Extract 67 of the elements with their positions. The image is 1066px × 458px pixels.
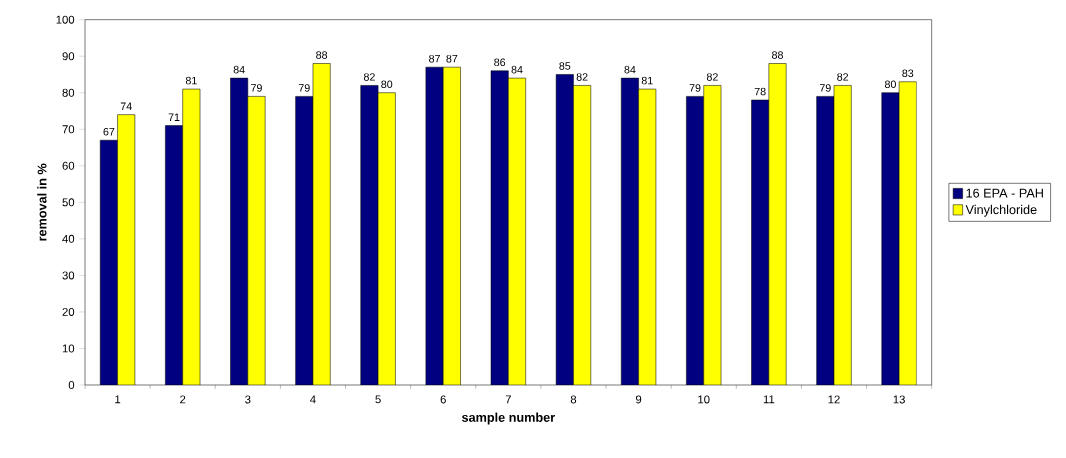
bar [99,139,118,385]
x-tick-label: 9 [635,395,642,404]
y-tick-label: 70 [62,125,75,134]
data-label: 88 [316,51,328,59]
data-label: 79 [689,84,701,92]
bar [816,96,835,385]
bar [295,96,314,385]
y-tick-label: 10 [62,344,75,353]
data-label: 78 [754,87,766,96]
bar [555,74,574,385]
y-tick-label: 30 [62,271,75,280]
x-tick-label: 5 [375,395,381,404]
x-tick-label: 7 [505,395,511,404]
data-label: 86 [494,58,506,67]
data-label: 83 [902,69,914,78]
data-label: 79 [298,84,310,92]
data-label: 71 [168,113,180,121]
x-tick-label: 10 [698,395,710,404]
data-label: 87 [429,54,440,63]
bar [881,92,900,385]
bar [686,96,704,385]
data-label: 81 [641,76,653,85]
data-label: 67 [103,127,115,136]
bar [165,125,183,385]
data-label: 82 [706,73,718,81]
y-tick-label: 50 [62,198,75,207]
y-tick-label: 60 [62,161,75,170]
bar [230,77,249,385]
y-tick-label: 40 [62,234,75,243]
data-label: 87 [446,54,458,63]
data-label: 84 [624,65,636,74]
x-axis-title: sample number [461,412,555,425]
data-label: 82 [837,73,849,81]
data-label: 79 [819,84,831,92]
data-label: 80 [381,80,393,89]
y-tick-label: 80 [62,88,75,97]
bar [425,66,444,385]
y-axis-title: removal in % [37,163,47,241]
x-tick-label: 1 [115,395,121,404]
legend-label: 16 EPA - PAH [966,188,1043,198]
data-label: 88 [772,51,783,59]
y-tick-label: 100 [56,15,75,24]
x-tick-label: 11 [763,395,775,404]
x-tick-label: 3 [245,395,251,404]
x-tick-label: 2 [180,395,186,404]
bar [490,70,509,385]
x-tick-label: 4 [310,395,316,404]
data-label: 84 [233,65,245,74]
data-label: 74 [120,102,132,110]
bar [751,99,770,385]
data-label: 79 [251,84,262,92]
x-tick-label: 12 [828,395,840,404]
data-label: 85 [559,62,571,70]
x-tick-label: 6 [440,395,446,404]
data-label: 80 [884,80,896,89]
legend-label: Vinylchloride [965,204,1037,217]
y-tick-label: 0 [68,381,75,390]
bar [360,85,379,385]
data-label: 82 [576,73,588,81]
data-label: 81 [185,76,197,85]
bar [620,77,639,385]
y-tick-label: 90 [62,52,75,61]
y-tick-label: 20 [62,307,75,316]
x-tick-label: 13 [893,395,905,404]
data-label: 84 [511,65,523,74]
data-label: 82 [363,73,375,81]
x-tick-label: 8 [570,395,577,404]
